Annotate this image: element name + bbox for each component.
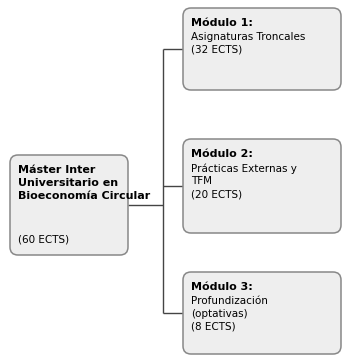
Text: Máster Inter
Universitario en
Bioeconomía Circular: Máster Inter Universitario en Bioeconomí… [18,165,150,201]
Text: Módulo 2:: Módulo 2: [191,149,253,159]
Text: Prácticas Externas y
TFM
(20 ECTS): Prácticas Externas y TFM (20 ECTS) [191,163,297,199]
Text: Módulo 1:: Módulo 1: [191,18,253,28]
FancyBboxPatch shape [183,139,341,233]
Text: Profundización
(optativas)
(8 ECTS): Profundización (optativas) (8 ECTS) [191,296,268,332]
FancyBboxPatch shape [10,155,128,255]
Text: (60 ECTS): (60 ECTS) [18,235,69,245]
FancyBboxPatch shape [183,272,341,354]
FancyBboxPatch shape [183,8,341,90]
Text: Asignaturas Troncales
(32 ECTS): Asignaturas Troncales (32 ECTS) [191,32,306,55]
Text: Módulo 3:: Módulo 3: [191,282,253,292]
